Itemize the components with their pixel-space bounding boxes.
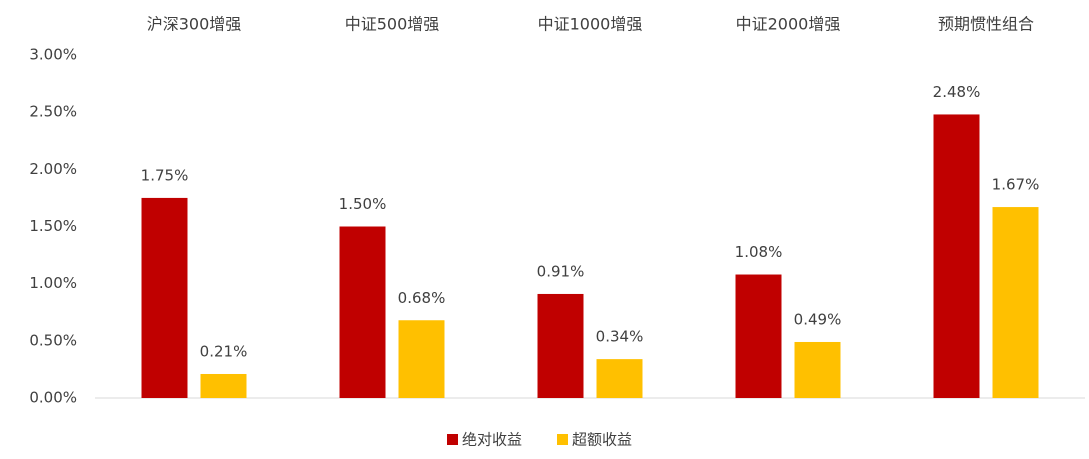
category-label: 中证1000增强: [538, 15, 643, 34]
value-label: 1.08%: [735, 243, 783, 261]
bar: [398, 320, 445, 398]
legend-label: 超额收益: [572, 431, 632, 449]
y-tick-label: 1.00%: [29, 274, 77, 292]
legend-label: 绝对收益: [462, 431, 522, 449]
y-tick-label: 0.50%: [29, 331, 77, 349]
value-label: 1.50%: [339, 195, 387, 213]
value-label: 2.48%: [933, 83, 981, 101]
value-label: 0.34%: [596, 328, 644, 346]
legend-swatch: [557, 434, 568, 445]
bar: [537, 293, 584, 398]
bar: [200, 373, 247, 398]
category-label: 预期惯性组合: [938, 15, 1034, 34]
value-label: 1.75%: [141, 166, 189, 184]
category-label: 沪深300增强: [147, 15, 242, 34]
bar: [339, 226, 386, 398]
bar: [933, 114, 980, 398]
category-label: 中证2000增强: [736, 15, 841, 34]
bar: [794, 341, 841, 398]
y-tick-label: 1.50%: [29, 217, 77, 235]
legend-swatch: [447, 434, 458, 445]
y-tick-label: 3.00%: [29, 46, 77, 64]
bar: [992, 207, 1039, 398]
bar: [596, 359, 643, 398]
y-tick-label: 2.50%: [29, 103, 77, 121]
value-label: 0.68%: [398, 289, 446, 307]
y-tick-label: 0.00%: [29, 389, 77, 407]
y-tick-label: 2.00%: [29, 160, 77, 178]
value-label: 0.21%: [200, 342, 248, 360]
value-label: 1.67%: [992, 176, 1040, 194]
value-label: 0.49%: [794, 310, 842, 328]
bar: [735, 274, 782, 398]
category-label: 中证500增强: [345, 15, 440, 34]
bar: [141, 197, 188, 398]
value-label: 0.91%: [537, 262, 585, 280]
